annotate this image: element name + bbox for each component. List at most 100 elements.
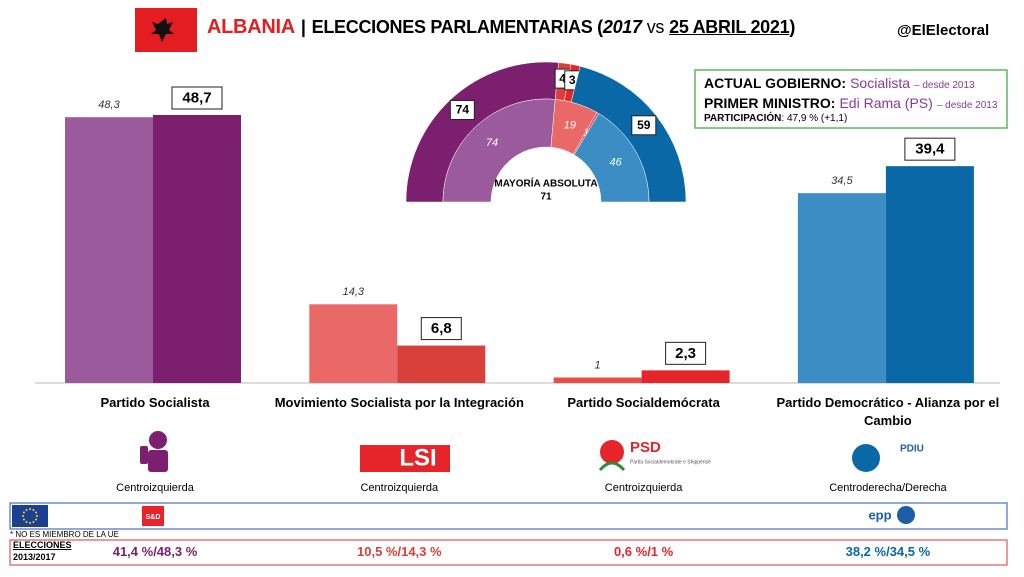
category-label: Movimiento Socialista por la Integración bbox=[274, 395, 524, 410]
part: : 47,9 % (+1,1) bbox=[781, 113, 848, 124]
seat-label: 4 bbox=[559, 71, 566, 85]
seat-label: 74 bbox=[486, 137, 498, 149]
eu-star bbox=[25, 521, 28, 524]
category-label: Partido Socialdemócrata bbox=[567, 395, 720, 410]
sd-logo bbox=[142, 506, 164, 526]
seat-label: 59 bbox=[637, 118, 651, 132]
pm: Edi Rama (PS) bbox=[839, 95, 933, 111]
eu-star bbox=[35, 518, 38, 521]
footer-result: 38,2 %/34,5 % bbox=[845, 544, 931, 559]
pm-line: PRIMER MINISTRO: Edi Rama (PS) – desde 201… bbox=[704, 95, 997, 111]
footer-label1: ELECCIONES bbox=[13, 540, 72, 550]
bar bbox=[153, 115, 241, 383]
eu-star bbox=[32, 508, 35, 511]
sd-text: S&D bbox=[146, 514, 161, 521]
bar bbox=[397, 345, 486, 383]
flag-eagle bbox=[151, 18, 174, 42]
seat-box bbox=[449, 99, 475, 120]
ideology: Centroizquierda bbox=[116, 482, 194, 494]
ideology: Centroizquierda bbox=[604, 482, 683, 494]
title: ELECCIONES PARLAMENTARIAS ( bbox=[311, 17, 604, 37]
eu-star bbox=[35, 511, 38, 514]
seat-label: 3 bbox=[569, 73, 576, 87]
gov-line: ACTUAL GOBIERNO: Socialista – desde 2013 bbox=[704, 75, 975, 91]
value-label: 1 bbox=[595, 359, 601, 371]
footer-result: 0,6 %/1 % bbox=[613, 544, 674, 559]
bar bbox=[641, 370, 730, 383]
handle: @ElElectoral bbox=[897, 22, 990, 39]
seat-label: 19 bbox=[564, 120, 576, 132]
gov-since: – desde 2013 bbox=[914, 80, 975, 91]
majority-label: MAYORÍA ABSOLUTA bbox=[494, 177, 597, 190]
pdiu-text: PDIU bbox=[900, 444, 924, 455]
bar bbox=[309, 304, 398, 383]
value-box bbox=[420, 317, 462, 341]
category-label: Partido Socialista bbox=[100, 395, 210, 410]
value-label: 48,3 bbox=[98, 99, 120, 111]
header-title: ALBANIA | ELECCIONES PARLAMENTARIAS (2017 v… bbox=[207, 16, 795, 39]
majority-value: 71 bbox=[540, 192, 552, 203]
pm-label: PRIMER MINISTRO: bbox=[704, 95, 836, 111]
epp-text: epp bbox=[868, 507, 891, 522]
value-label: 2,3 bbox=[675, 345, 696, 362]
pm-since: – desde 2013 bbox=[936, 100, 998, 111]
bar bbox=[65, 117, 153, 383]
close: ) bbox=[789, 17, 796, 37]
value-label: 39,4 bbox=[915, 141, 945, 158]
eu-flag bbox=[12, 505, 48, 527]
country: ALBANIA bbox=[207, 16, 295, 38]
lsi-text: LSI bbox=[399, 444, 436, 471]
seat-label: 46 bbox=[609, 156, 622, 168]
epp-mark bbox=[897, 506, 915, 524]
footer-result: 10,5 %/14,3 % bbox=[357, 544, 442, 559]
eu-row bbox=[9, 502, 1008, 530]
part-line: PARTICIPACIÓN: 47,9 % (+1,1) bbox=[704, 113, 847, 124]
eu-star bbox=[32, 521, 35, 524]
value-label: 34,5 bbox=[831, 175, 853, 187]
value-box bbox=[171, 86, 223, 110]
year-prev: 2017 bbox=[602, 17, 642, 37]
date: 25 ABRIL 2021 bbox=[669, 17, 790, 37]
vs: vs bbox=[646, 17, 665, 37]
pd-logo bbox=[852, 444, 880, 472]
bar bbox=[797, 193, 886, 383]
eu-star bbox=[22, 515, 24, 517]
eu-star bbox=[22, 518, 25, 521]
bar bbox=[885, 166, 974, 383]
value-label: 6,8 bbox=[431, 320, 452, 337]
psd-text: PSD bbox=[630, 439, 661, 456]
info-box bbox=[694, 69, 1008, 129]
eu-star bbox=[36, 515, 38, 517]
value-box bbox=[665, 341, 707, 365]
note: * NO ES MIEMBRO DE LA UE bbox=[10, 530, 119, 539]
ideology: Centroderecha/Derecha bbox=[829, 482, 947, 494]
psd-sub: Partia Socialdemokrate e Shqipërisë bbox=[630, 459, 711, 465]
value-box bbox=[904, 137, 956, 161]
part-label: PARTICIPACIÓN bbox=[704, 113, 782, 124]
seat-label: 74 bbox=[456, 103, 470, 117]
value-label: 14,3 bbox=[343, 286, 365, 298]
ps-logo bbox=[140, 431, 168, 472]
category-label: Partido Democrático - Alianza por el Cam… bbox=[776, 395, 1000, 428]
eu-star bbox=[29, 508, 31, 510]
bar bbox=[553, 377, 642, 383]
eu-star bbox=[29, 522, 31, 524]
footer-row bbox=[9, 539, 1008, 566]
psd-leaf bbox=[598, 461, 626, 472]
footer-label2: 2013/2017 bbox=[13, 552, 56, 562]
value-label: 48,7 bbox=[182, 89, 211, 106]
footer-result: 41,4 %/48,3 % bbox=[112, 544, 198, 559]
eu-star bbox=[25, 508, 28, 511]
gov: Socialista bbox=[850, 75, 910, 91]
gov-label: ACTUAL GOBIERNO: bbox=[704, 75, 847, 91]
seat-arc bbox=[573, 113, 650, 203]
sep: | bbox=[300, 17, 306, 37]
psd-rose bbox=[600, 440, 624, 464]
lsi-logo bbox=[360, 445, 450, 472]
seat-box bbox=[631, 115, 657, 136]
seat-arc bbox=[442, 98, 556, 203]
seat-label: 1 bbox=[583, 127, 589, 139]
eu-star bbox=[22, 511, 25, 514]
